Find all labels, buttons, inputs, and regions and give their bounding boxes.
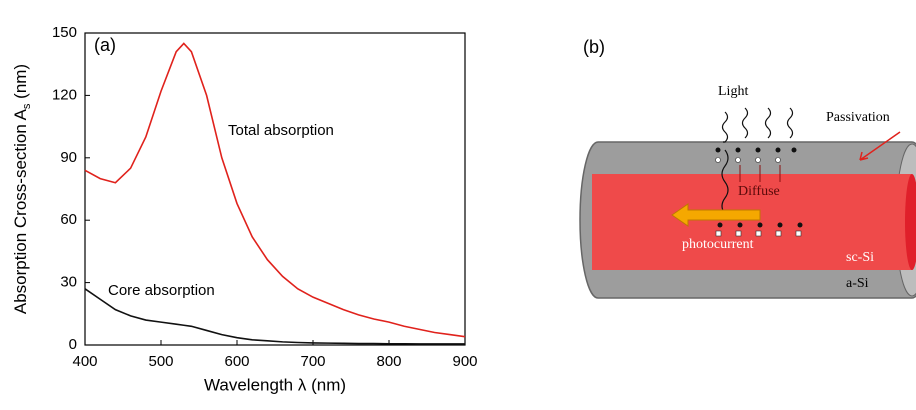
y-label-sub: s <box>21 103 33 109</box>
y-tick-label: 120 <box>52 86 77 103</box>
y-label-part: Absorption Cross-section A <box>11 108 30 314</box>
y-tick-label: 150 <box>52 24 77 41</box>
y-axis-label: Absorption Cross-section As (nm) <box>11 64 32 314</box>
panel-label: (a) <box>94 35 116 55</box>
pointer-arrow <box>859 131 901 161</box>
panel-label: (b) <box>583 37 605 57</box>
diffuse-arrows <box>739 165 781 182</box>
photocurrent-label: photocurrent <box>682 237 754 252</box>
x-tick-label: 800 <box>376 353 401 370</box>
series-line <box>84 42 466 338</box>
core-label: sc-Si <box>846 250 874 265</box>
y-tick-label: 90 <box>60 149 77 166</box>
series-label: Total absorption <box>228 122 334 139</box>
y-tick-label: 60 <box>60 211 77 228</box>
series-line <box>84 288 465 345</box>
y-label-part: (nm) <box>11 64 30 104</box>
x-tick-label: 600 <box>224 353 249 370</box>
current-arrow <box>671 203 761 227</box>
electrons <box>715 147 803 228</box>
y-tick-label: 30 <box>60 274 77 291</box>
x-tick-label: 500 <box>148 353 173 370</box>
shell-label: a-Si <box>846 276 869 291</box>
x-tick-label: 900 <box>452 353 477 370</box>
core-end <box>905 174 916 270</box>
y-tick-label: 0 <box>69 336 77 353</box>
diffuse-label: Diffuse <box>738 184 780 199</box>
series-label: Core absorption <box>108 282 215 299</box>
light-waves <box>718 107 794 221</box>
passivation-label: Passivation <box>826 110 890 125</box>
holes <box>715 157 802 237</box>
x-axis-label: Wavelength λ (nm) <box>204 375 346 394</box>
plot-frame <box>84 32 466 346</box>
x-tick-label: 700 <box>300 353 325 370</box>
core <box>592 174 912 270</box>
light-label: Light <box>718 84 748 99</box>
x-tick-label: 400 <box>72 353 97 370</box>
nanowire-diagram <box>579 107 916 299</box>
